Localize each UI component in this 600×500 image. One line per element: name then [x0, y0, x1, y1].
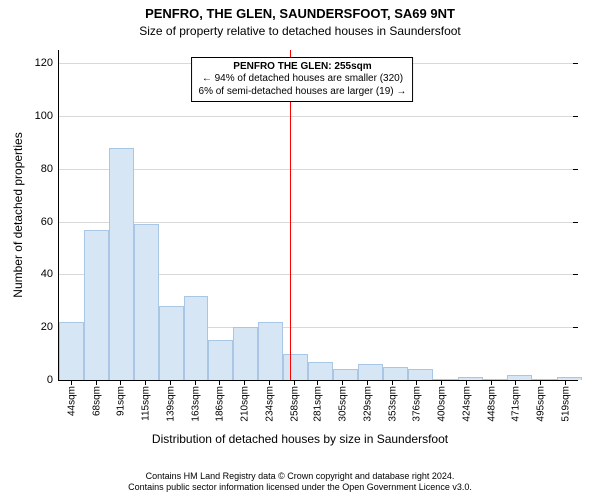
xtick-label: 234sqm [262, 386, 275, 422]
xtick-label: 258sqm [287, 386, 300, 422]
histogram-bar [208, 340, 233, 380]
xtick-label: 471sqm [508, 386, 521, 422]
footer: Contains HM Land Registry data © Crown c… [0, 471, 600, 494]
xtick-mark [145, 380, 146, 385]
xtick-label: 281sqm [311, 386, 324, 422]
histogram-bar [507, 375, 532, 380]
histogram-bar [408, 369, 433, 380]
xtick-label: 305sqm [336, 386, 349, 422]
ytick-mark [573, 380, 578, 381]
histogram-bar [233, 327, 258, 380]
xtick-label: 186sqm [212, 386, 225, 422]
xtick-label: 376sqm [410, 386, 423, 422]
ytick-mark [573, 63, 578, 64]
annotation-line1: PENFRO THE GLEN: 255sqm [199, 61, 407, 74]
xtick-label: 210sqm [237, 386, 250, 422]
chart-subtitle: Size of property relative to detached ho… [0, 24, 600, 38]
annotation-box: PENFRO THE GLEN: 255sqm ← 94% of detache… [192, 57, 414, 103]
xtick-mark [491, 380, 492, 385]
plot-area: PENFRO THE GLEN: 255sqm ← 94% of detache… [58, 50, 577, 381]
xtick-mark [367, 380, 368, 385]
histogram-bar [283, 354, 308, 380]
xtick-mark [466, 380, 467, 385]
ytick-label: 80 [41, 163, 59, 175]
xtick-mark [294, 380, 295, 385]
xtick-label: 115sqm [139, 386, 152, 421]
xtick-mark [244, 380, 245, 385]
xtick-label: 400sqm [435, 386, 448, 422]
histogram-bar [308, 362, 333, 380]
histogram-bar [258, 322, 283, 380]
xtick-mark [170, 380, 171, 385]
ytick-mark [573, 274, 578, 275]
y-axis-label: Number of detached properties [11, 132, 25, 297]
histogram-bar [433, 379, 458, 380]
annotation-line2: ← 94% of detached houses are smaller (32… [199, 73, 407, 86]
xtick-mark [515, 380, 516, 385]
footer-line2: Contains public sector information licen… [0, 482, 600, 494]
xtick-mark [195, 380, 196, 385]
xtick-label: 91sqm [114, 386, 127, 416]
xtick-label: 519sqm [558, 386, 571, 422]
histogram-bar [84, 230, 109, 380]
xtick-mark [342, 380, 343, 385]
histogram-bar [483, 379, 508, 380]
histogram-bar [109, 148, 134, 380]
xtick-mark [219, 380, 220, 385]
ytick-mark [573, 327, 578, 328]
ytick-mark [573, 222, 578, 223]
xtick-label: 495sqm [533, 386, 546, 422]
ytick-label: 120 [35, 57, 59, 69]
histogram-bar [134, 224, 159, 380]
histogram-bar [532, 379, 557, 380]
histogram-bar [159, 306, 184, 380]
xtick-mark [441, 380, 442, 385]
histogram-bar [383, 367, 408, 380]
xtick-mark [540, 380, 541, 385]
chart-title: PENFRO, THE GLEN, SAUNDERSFOOT, SA69 9NT [0, 6, 600, 21]
histogram-bar [557, 377, 582, 380]
xtick-label: 448sqm [484, 386, 497, 422]
xtick-mark [416, 380, 417, 385]
ytick-label: 60 [41, 216, 59, 228]
chart-container: PENFRO, THE GLEN, SAUNDERSFOOT, SA69 9NT… [0, 0, 600, 500]
xtick-label: 139sqm [164, 386, 177, 422]
ytick-mark [573, 169, 578, 170]
xtick-mark [392, 380, 393, 385]
xtick-mark [96, 380, 97, 385]
histogram-bar [333, 369, 358, 380]
histogram-bar [184, 296, 209, 380]
xtick-mark [269, 380, 270, 385]
ytick-mark [573, 116, 578, 117]
ytick-label: 100 [35, 110, 59, 122]
xtick-label: 44sqm [65, 386, 78, 416]
x-axis-label: Distribution of detached houses by size … [0, 432, 600, 446]
xtick-mark [565, 380, 566, 385]
xtick-label: 68sqm [90, 386, 103, 416]
ytick-label: 0 [47, 374, 59, 386]
xtick-label: 163sqm [188, 386, 201, 422]
xtick-mark [120, 380, 121, 385]
footer-line1: Contains HM Land Registry data © Crown c… [0, 471, 600, 483]
xtick-label: 329sqm [361, 386, 374, 422]
ytick-label: 20 [41, 321, 59, 333]
annotation-line3: 6% of semi-detached houses are larger (1… [199, 86, 407, 99]
histogram-bar [59, 322, 84, 380]
ytick-label: 40 [41, 268, 59, 280]
histogram-bar [458, 377, 483, 380]
xtick-label: 424sqm [459, 386, 472, 422]
xtick-label: 353sqm [386, 386, 399, 422]
xtick-mark [317, 380, 318, 385]
xtick-mark [71, 380, 72, 385]
histogram-bar [358, 364, 383, 380]
